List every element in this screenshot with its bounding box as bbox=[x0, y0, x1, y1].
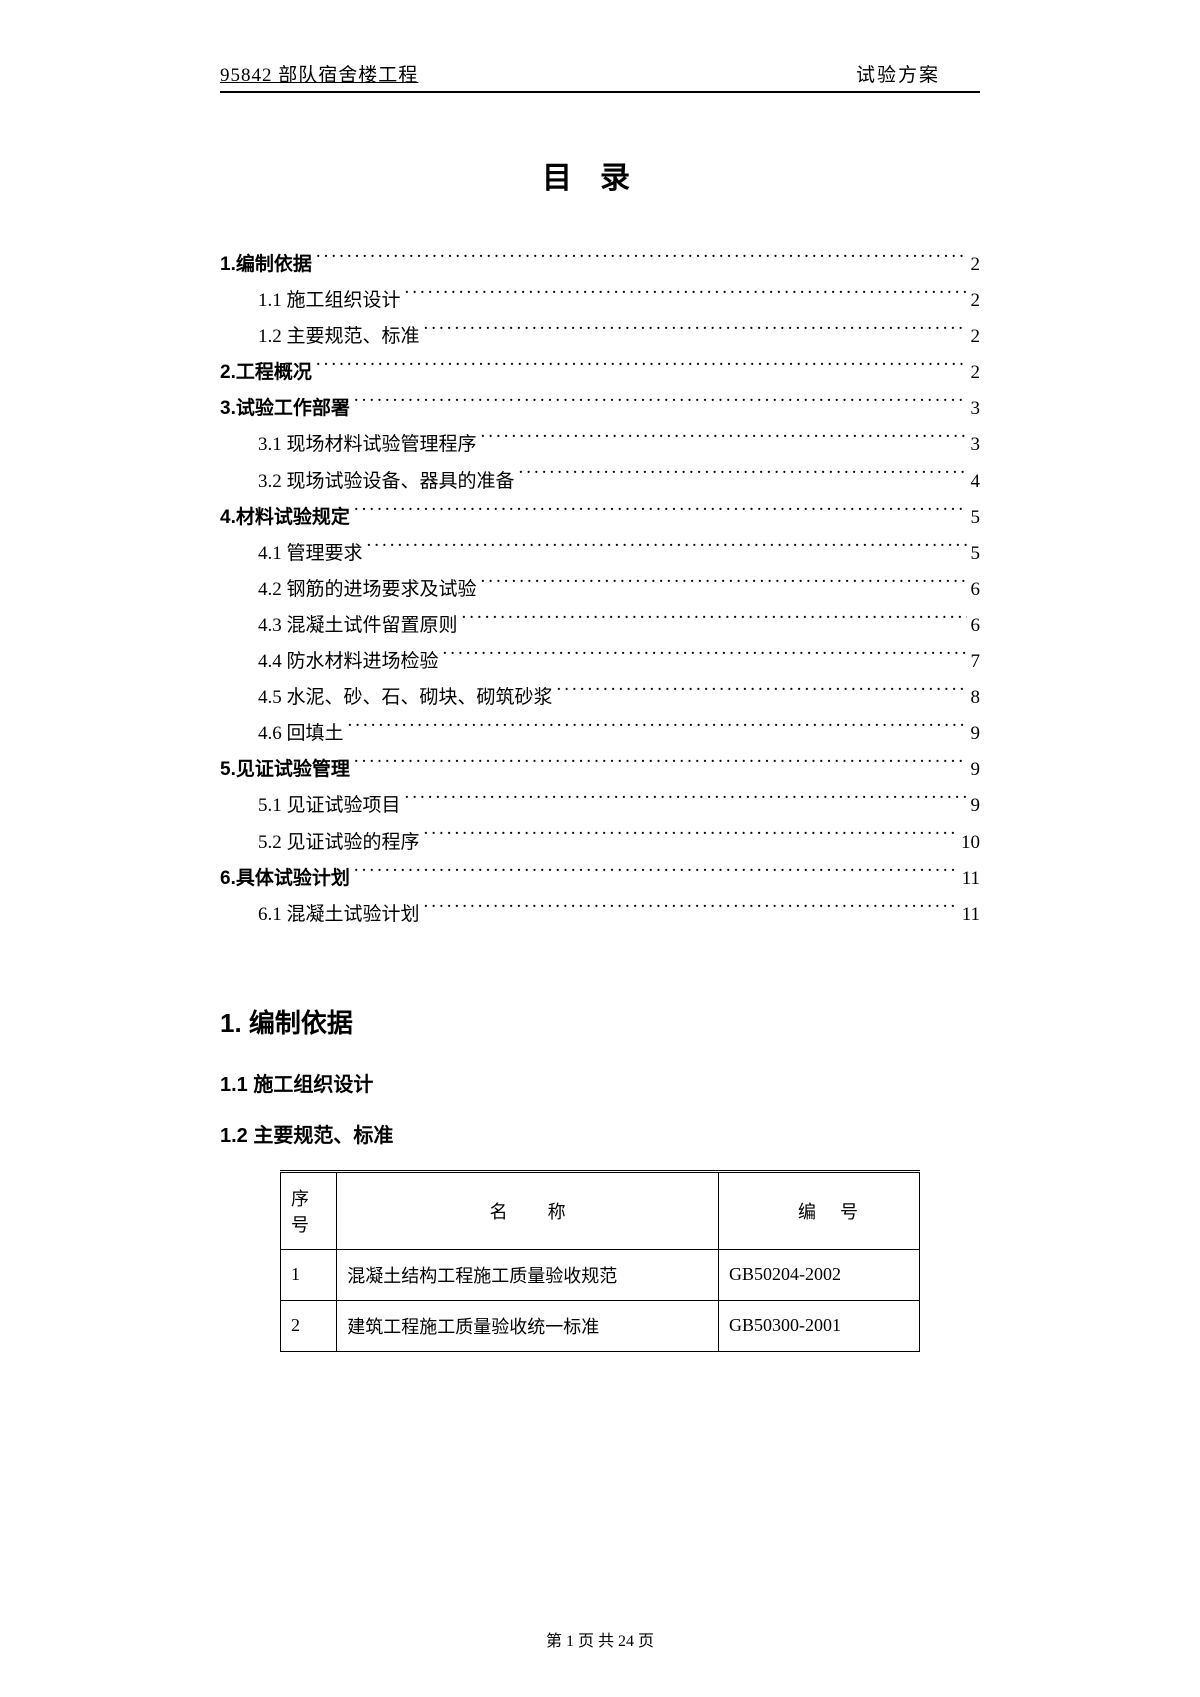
toc-label: 6.具体试验计划 bbox=[220, 861, 350, 897]
toc-page-number: 11 bbox=[962, 861, 980, 897]
toc-label: 4.2 钢筋的进场要求及试验 bbox=[258, 572, 477, 608]
standards-table: 序号 名称 编号 1混凝土结构工程施工质量验收规范GB50204-20022建筑… bbox=[280, 1170, 920, 1352]
section-1-heading: 1. 编制依据 bbox=[220, 1003, 980, 1040]
toc-entry: 1.2 主要规范、标准 2 bbox=[220, 319, 980, 355]
toc-leader-dots bbox=[367, 540, 967, 559]
toc-page-number: 6 bbox=[971, 572, 981, 608]
table-row: 1混凝土结构工程施工质量验收规范GB50204-2002 bbox=[281, 1249, 920, 1300]
toc-leader-dots bbox=[424, 829, 957, 848]
toc-label: 6.1 混凝土试验计划 bbox=[258, 897, 420, 933]
cell-code: GB50300-2001 bbox=[719, 1300, 920, 1351]
toc-leader-dots bbox=[316, 251, 967, 270]
toc-entry: 4.1 管理要求 5 bbox=[220, 536, 980, 572]
toc-entry: 4.6 回填土 9 bbox=[220, 716, 980, 752]
section-1-2-heading: 1.2 主要规范、标准 bbox=[220, 1119, 980, 1148]
toc-label: 2.工程概况 bbox=[220, 355, 312, 391]
toc-page-number: 8 bbox=[971, 680, 981, 716]
toc-label: 1.编制依据 bbox=[220, 247, 312, 283]
page-footer: 第 1 页 共 24 页 bbox=[0, 1627, 1200, 1651]
toc-label: 1.2 主要规范、标准 bbox=[258, 319, 420, 355]
col-seq-header: 序号 bbox=[281, 1171, 337, 1249]
toc-label: 3.试验工作部署 bbox=[220, 391, 350, 427]
toc-title: 目录 bbox=[220, 153, 980, 197]
toc-entry: 4.5 水泥、砂、石、砌块、砌筑砂浆 8 bbox=[220, 680, 980, 716]
toc-label: 5.见证试验管理 bbox=[220, 752, 350, 788]
toc-page-number: 11 bbox=[962, 897, 980, 933]
toc-leader-dots bbox=[405, 792, 967, 811]
toc-label: 4.材料试验规定 bbox=[220, 500, 350, 536]
toc-label: 4.3 混凝土试件留置原则 bbox=[258, 608, 458, 644]
toc-leader-dots bbox=[354, 395, 967, 414]
toc-page-number: 2 bbox=[971, 247, 981, 283]
cell-name: 混凝土结构工程施工质量验收规范 bbox=[337, 1249, 719, 1300]
toc-entry: 3.2 现场试验设备、器具的准备 4 bbox=[220, 464, 980, 500]
toc-leader-dots bbox=[481, 576, 967, 595]
toc-entry: 5.2 见证试验的程序 10 bbox=[220, 825, 980, 861]
toc-leader-dots bbox=[354, 865, 958, 884]
toc-page-number: 9 bbox=[971, 752, 981, 788]
table-row: 2建筑工程施工质量验收统一标准GB50300-2001 bbox=[281, 1300, 920, 1351]
toc-page-number: 5 bbox=[971, 536, 981, 572]
col-name-header: 名称 bbox=[337, 1171, 719, 1249]
toc-entry: 6.具体试验计划 11 bbox=[220, 861, 980, 897]
toc-page-number: 7 bbox=[971, 644, 981, 680]
toc-leader-dots bbox=[354, 756, 967, 775]
toc-label: 4.5 水泥、砂、石、砌块、砌筑砂浆 bbox=[258, 680, 553, 716]
toc-page-number: 2 bbox=[971, 319, 981, 355]
section-1-1-heading: 1.1 施工组织设计 bbox=[220, 1068, 980, 1097]
toc-entry: 1.1 施工组织设计 2 bbox=[220, 283, 980, 319]
toc-leader-dots bbox=[557, 684, 967, 703]
toc-leader-dots bbox=[443, 648, 967, 667]
toc-entry: 4.2 钢筋的进场要求及试验 6 bbox=[220, 572, 980, 608]
cell-code: GB50204-2002 bbox=[719, 1249, 920, 1300]
toc-label: 5.2 见证试验的程序 bbox=[258, 825, 420, 861]
toc-leader-dots bbox=[481, 431, 967, 450]
toc-entry: 4.材料试验规定 5 bbox=[220, 500, 980, 536]
toc-leader-dots bbox=[348, 720, 967, 739]
toc-leader-dots bbox=[424, 901, 958, 920]
toc-page-number: 5 bbox=[971, 500, 981, 536]
toc-entry: 2.工程概况 2 bbox=[220, 355, 980, 391]
toc-entry: 3.试验工作部署 3 bbox=[220, 391, 980, 427]
toc-entry: 1.编制依据 2 bbox=[220, 247, 980, 283]
toc-leader-dots bbox=[424, 323, 967, 342]
toc-page-number: 10 bbox=[961, 825, 980, 861]
toc-page-number: 4 bbox=[971, 464, 981, 500]
toc-label: 4.6 回填土 bbox=[258, 716, 344, 752]
table-of-contents: 1.编制依据21.1 施工组织设计21.2 主要规范、标准22.工程概况23.试… bbox=[220, 247, 980, 933]
toc-label: 4.1 管理要求 bbox=[258, 536, 363, 572]
header-doc-type: 试验方案 bbox=[856, 60, 980, 87]
toc-page-number: 3 bbox=[971, 427, 981, 463]
toc-entry: 6.1 混凝土试验计划 11 bbox=[220, 897, 980, 933]
toc-entry: 4.4 防水材料进场检验 7 bbox=[220, 644, 980, 680]
toc-leader-dots bbox=[354, 504, 967, 523]
toc-entry: 3.1 现场材料试验管理程序 3 bbox=[220, 427, 980, 463]
toc-leader-dots bbox=[316, 359, 967, 378]
toc-label: 3.2 现场试验设备、器具的准备 bbox=[258, 464, 515, 500]
toc-page-number: 9 bbox=[971, 716, 981, 752]
toc-page-number: 2 bbox=[971, 355, 981, 391]
toc-entry: 5.见证试验管理 9 bbox=[220, 752, 980, 788]
col-code-header: 编号 bbox=[719, 1171, 920, 1249]
toc-page-number: 6 bbox=[971, 608, 981, 644]
table-header-row: 序号 名称 编号 bbox=[281, 1171, 920, 1249]
toc-leader-dots bbox=[405, 287, 967, 306]
toc-label: 1.1 施工组织设计 bbox=[258, 283, 401, 319]
toc-label: 5.1 见证试验项目 bbox=[258, 788, 401, 824]
toc-label: 4.4 防水材料进场检验 bbox=[258, 644, 439, 680]
toc-page-number: 9 bbox=[971, 788, 981, 824]
toc-leader-dots bbox=[462, 612, 967, 631]
header-project: 95842 部队宿舍楼工程 bbox=[220, 60, 418, 87]
cell-seq: 1 bbox=[281, 1249, 337, 1300]
toc-entry: 4.3 混凝土试件留置原则 6 bbox=[220, 608, 980, 644]
cell-seq: 2 bbox=[281, 1300, 337, 1351]
toc-leader-dots bbox=[519, 468, 967, 487]
page-header: 95842 部队宿舍楼工程 试验方案 bbox=[220, 60, 980, 93]
toc-page-number: 2 bbox=[971, 283, 981, 319]
toc-label: 3.1 现场材料试验管理程序 bbox=[258, 427, 477, 463]
toc-page-number: 3 bbox=[971, 391, 981, 427]
toc-entry: 5.1 见证试验项目 9 bbox=[220, 788, 980, 824]
cell-name: 建筑工程施工质量验收统一标准 bbox=[337, 1300, 719, 1351]
